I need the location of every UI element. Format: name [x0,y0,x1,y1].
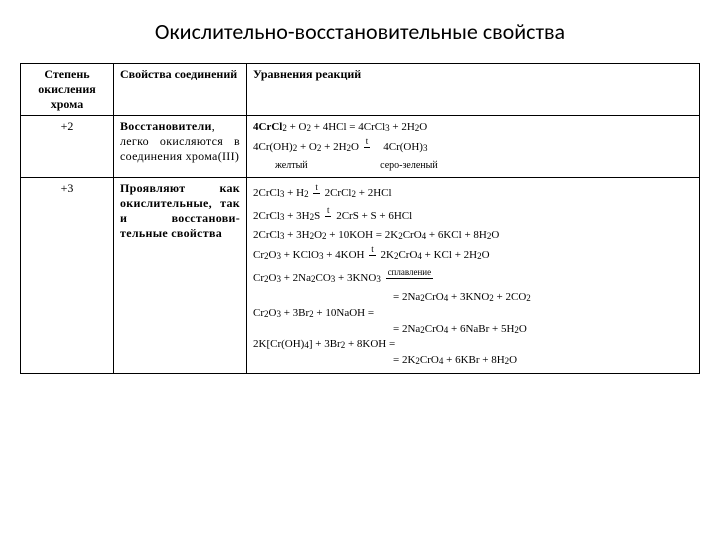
header-eqs: Уравнения реакций [247,64,700,116]
eq-part: + 6KBr + 8H [443,354,504,366]
eq-part: = 2Na [393,291,420,303]
eq-part: 4Cr(OH) [253,141,293,153]
eq-part: 4CrCl [253,121,282,133]
arrow-splav: сплавление [386,268,434,289]
eq-part: O [314,229,322,241]
eq-part: 2K [381,249,394,261]
eq-part: S [314,210,323,222]
eq-part: + 2H [321,141,346,153]
eq-part: 2CrS + S + 6HCl [336,210,412,222]
eq-part: CrO [425,291,444,303]
eq-part: + O [287,121,307,133]
eq-part: + H [284,187,304,199]
equation: 4Cr(OH)2 + O2 + 2H2O t 4Cr(OH)3 [253,137,693,158]
header-props: Свойства соединений [114,64,247,116]
eq-part: + KClO [281,249,319,261]
eq-part: 2CrCl [253,229,280,241]
equation: 2CrCl3 + 3H2S t 2CrS + S + 6HCl [253,206,693,227]
equation: = 2K2CrO4 + 6KBr + 8H2O [253,354,693,368]
prop-plus2: Восстановители, легко окисляются в соеди… [114,116,247,178]
eq-part: CrO [398,249,417,261]
eq-part: O [419,121,427,133]
eq-part: ] + 3Br [309,338,341,350]
equation: 2CrCl3 + 3H2O2 + 10KOH = 2K2CrO4 + 6KCl … [253,229,693,243]
equation: Cr2O3 + 3Br2 + 10NaOH = [253,307,693,321]
header-state: Степень окисления хрома [21,64,114,116]
eq-part: CrO [420,354,439,366]
eq-part: + 6NaBr + 5H [448,323,514,335]
arrow-t-icon: t [369,245,376,266]
eq-part: + 2HCl [356,187,392,199]
table-header-row: Степень окисления хрома Свойства соедине… [21,64,700,116]
eq-part: Cr [253,307,264,319]
eqs-plus2: 4CrCl2 + O2 + 4HCl = 4CrCl3 + 2H2O 4Cr(O… [247,116,700,178]
annotation-row: желтый серо-зеленый [253,160,693,173]
eq-part: O [509,354,517,366]
page-title: Окислительно-восстановительные свойства [0,18,720,45]
arrow-t-icon: t [325,206,332,227]
arrow-t-icon: t [364,137,371,158]
prop-bold: Восстановители [120,119,212,133]
eq-part: = 2K [393,354,415,366]
eq-part: Cr [253,272,264,284]
eq-part: O [491,229,499,241]
eq-part: CrO [425,323,444,335]
eq-part: Cr [253,249,264,261]
equation: 4CrCl2 + O2 + 4HCl = 4CrCl3 + 2H2O [253,121,693,135]
annotation: желтый [275,160,308,171]
eq-part: O [351,141,359,153]
equation: 2CrCl3 + H2 t 2CrCl2 + 2HCl [253,183,693,204]
equation: = 2Na2CrO4 + 6NaBr + 5H2O [253,323,693,337]
equation: Cr2O3 + 2Na2CO3 + 3KNO3 сплавление [253,268,693,289]
eq-part: + 8KOH = [345,338,395,350]
eq-part: + 10KOH = 2K [327,229,399,241]
eq-part: O [482,249,490,261]
eq-part: 2CrCl [325,187,352,199]
equation: = 2Na2CrO4 + 3KNO2 + 2CO2 [253,291,693,305]
eq-part: + 3KNO [448,291,489,303]
eq-part: 4Cr(OH) [383,141,423,153]
eq-part: + 2Na [281,272,311,284]
eq-part: 2K[Cr(OH) [253,338,304,350]
annotation: серо-зеленый [380,160,438,171]
state-plus2: +2 [21,116,114,178]
eq-part: + 3H [284,210,309,222]
eq-part: + 2H [390,121,415,133]
table-row: +2 Восстановители, легко окисляются в со… [21,116,700,178]
eq-part: CO [315,272,330,284]
state-plus3: +3 [21,178,114,374]
eq-part: + 2CO [494,291,526,303]
redox-table: Степень окисления хрома Свойства соедине… [20,63,700,374]
eq-part: + 3H [284,229,309,241]
eq-part: + 4KOH [323,249,367,261]
prop-plus3: Проявляют как окислительные, так и восст… [114,178,247,374]
eq-part: + 6KCl + 8H [426,229,487,241]
eq-part: + 3KNO [335,272,376,284]
eq-part: O [519,323,527,335]
eqs-plus3: 2CrCl3 + H2 t 2CrCl2 + 2HCl 2CrCl3 + 3H2… [247,178,700,374]
equation: 2K[Cr(OH)4] + 3Br2 + 8KOH = [253,338,693,352]
eq-part: 2CrCl [253,210,280,222]
table-row: +3 Проявляют как окислительные, так и во… [21,178,700,374]
eq-part: + O [297,141,317,153]
arrow-t-icon: t [313,183,320,204]
eq-part: + 4HCl = 4CrCl [311,121,385,133]
eq-part: + KCl + 2H [422,249,477,261]
eq-part: 2CrCl [253,187,280,199]
eq-part: + 3Br [281,307,309,319]
eq-part: = 2Na [393,323,420,335]
equation: Cr2O3 + KClO3 + 4KOH t 2K2CrO4 + KCl + 2… [253,245,693,266]
eq-part: CrO [403,229,422,241]
eq-part: + 10NaOH = [314,307,374,319]
